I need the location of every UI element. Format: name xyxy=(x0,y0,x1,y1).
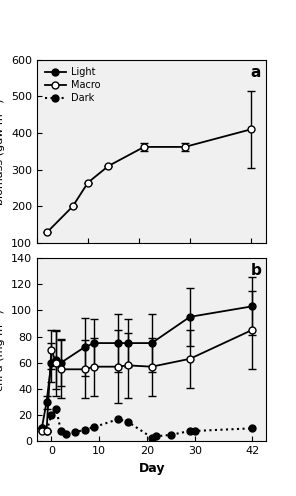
Y-axis label: biomass (gdw m⁻²): biomass (gdw m⁻²) xyxy=(0,98,5,204)
Y-axis label: chl a (mg m⁻²): chl a (mg m⁻²) xyxy=(0,309,5,390)
Legend: Light, Macro, Dark: Light, Macro, Dark xyxy=(42,64,103,106)
Text: a: a xyxy=(250,65,261,80)
Text: b: b xyxy=(250,263,261,278)
X-axis label: Day: Day xyxy=(139,462,165,475)
